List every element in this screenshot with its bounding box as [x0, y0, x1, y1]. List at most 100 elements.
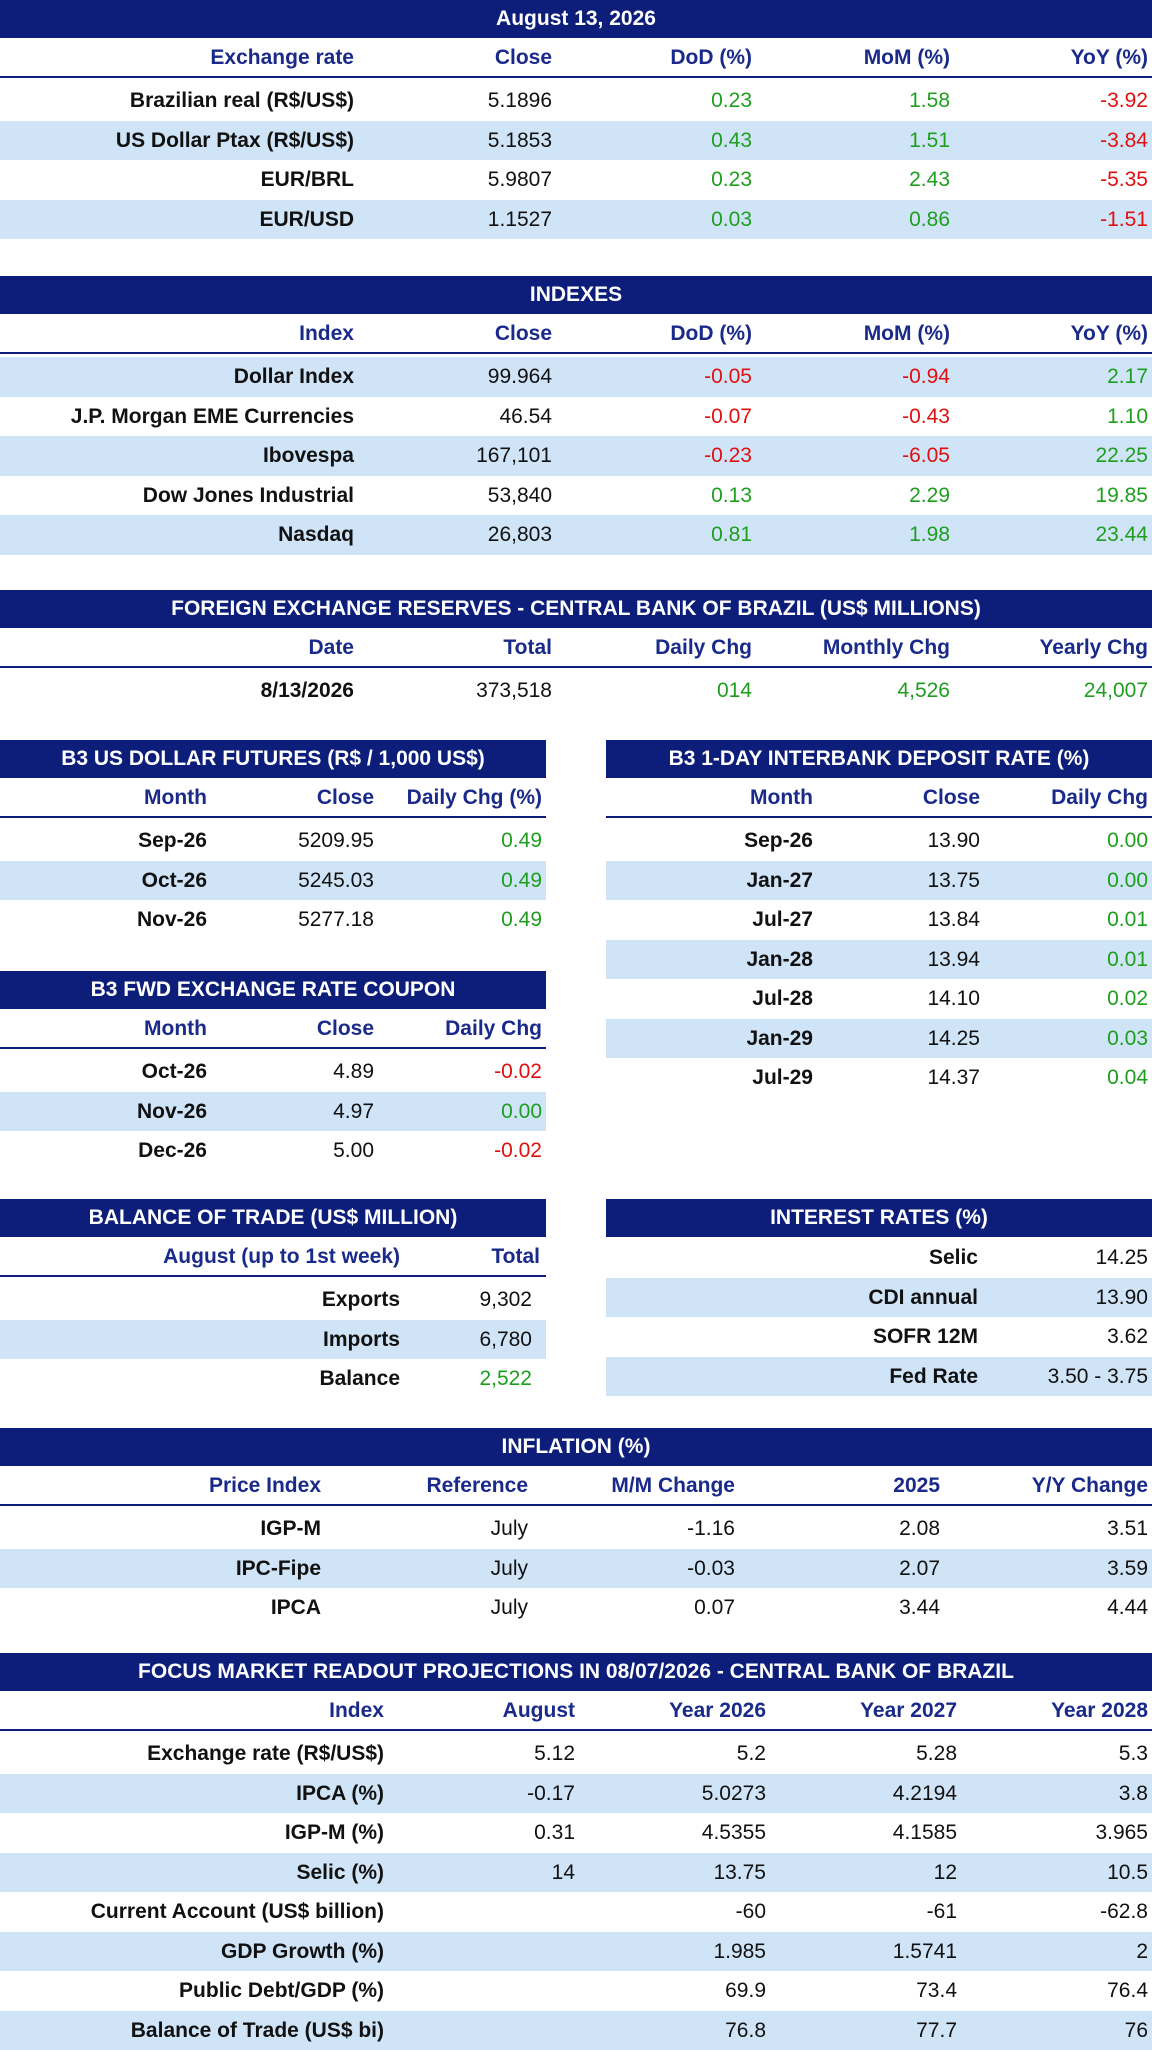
row-value: 4.1585 — [893, 1813, 957, 1853]
row-value: 22.25 — [1095, 436, 1148, 476]
row-label: Nov-26 — [137, 900, 207, 940]
row-label: IGP-M — [260, 1509, 321, 1549]
row-label: Oct-26 — [142, 1052, 207, 1092]
row-label: Dec-26 — [138, 1131, 207, 1171]
row-value: 14 — [552, 1853, 575, 1893]
row-value: 0.49 — [501, 821, 542, 861]
row-label: Brazilian real (R$/US$) — [130, 81, 354, 121]
reserves-section: FOREIGN EXCHANGE RESERVES - CENTRAL BANK… — [0, 590, 1152, 711]
row-value: 0.49 — [501, 900, 542, 940]
row-value: 5.9807 — [488, 160, 552, 200]
reserves-title: FOREIGN EXCHANGE RESERVES - CENTRAL BANK… — [0, 590, 1152, 628]
row-value: -0.23 — [704, 436, 752, 476]
row-value: -3.84 — [1100, 121, 1148, 161]
indexes-columns: Index Close DoD (%) MoM (%) YoY (%) — [0, 314, 1152, 354]
row-value: 26,803 — [488, 515, 552, 555]
row-label: Oct-26 — [142, 861, 207, 901]
row-label: Sep-26 — [744, 821, 813, 861]
row-value: 13.75 — [927, 861, 980, 901]
row-value: 2,522 — [479, 1359, 532, 1399]
trade-columns: August (up to 1st week) Total — [0, 1237, 546, 1277]
col-year-2027: Year 2027 — [860, 1691, 957, 1729]
row-label: Jan-27 — [746, 861, 813, 901]
row-value: 0.86 — [909, 200, 950, 240]
row-value: -3.92 — [1100, 81, 1148, 121]
col-2025: 2025 — [893, 1466, 940, 1504]
col-mom: MoM (%) — [864, 314, 950, 352]
col-daily-chg: Daily Chg — [1051, 778, 1148, 816]
row-value: 1.5741 — [893, 1932, 957, 1972]
row-value: -0.17 — [527, 1774, 575, 1814]
row-value: -62.8 — [1100, 1892, 1148, 1932]
col-total: Total — [491, 1237, 540, 1275]
row-value: 23.44 — [1095, 515, 1148, 555]
col-daily-chg: Daily Chg — [445, 1009, 542, 1047]
row-label: Exchange rate (R$/US$) — [147, 1734, 384, 1774]
col-period: August (up to 1st week) — [163, 1237, 400, 1275]
row-value: -0.02 — [494, 1052, 542, 1092]
row-value: 2.08 — [899, 1509, 940, 1549]
col-close: Close — [317, 778, 374, 816]
row-value: 0.23 — [711, 160, 752, 200]
row-value: 3.59 — [1107, 1549, 1148, 1589]
row-value: 1.10 — [1107, 397, 1148, 437]
row-label: Nov-26 — [137, 1092, 207, 1132]
col-total: Total — [503, 628, 552, 666]
row-value: 0.04 — [1107, 1058, 1148, 1098]
row-value: 13.75 — [713, 1853, 766, 1893]
row-value: 14.25 — [927, 1019, 980, 1059]
row-value: July — [491, 1509, 528, 1549]
col-yoy: YoY (%) — [1071, 38, 1148, 76]
row-value: 76.4 — [1107, 1971, 1148, 2011]
row-value: 1.985 — [713, 1932, 766, 1972]
row-value: 3.62 — [1107, 1317, 1148, 1357]
trade-title: BALANCE OF TRADE (US$ MILLION) — [0, 1199, 546, 1237]
row-label: IPC-Fipe — [236, 1549, 321, 1589]
col-year-2026: Year 2026 — [669, 1691, 766, 1729]
row-value: 2.17 — [1107, 357, 1148, 397]
row-value: 4.97 — [333, 1092, 374, 1132]
row-label: Public Debt/GDP (%) — [179, 1971, 384, 2011]
row-value: 3.44 — [899, 1588, 940, 1628]
col-mom: MoM (%) — [864, 38, 950, 76]
row-value: 5.2 — [737, 1734, 766, 1774]
row-value: 4.5355 — [702, 1813, 766, 1853]
row-label: EUR/USD — [259, 200, 354, 240]
row-value: 4.2194 — [893, 1774, 957, 1814]
row-label: CDI annual — [868, 1278, 978, 1318]
row-value: 5.00 — [333, 1131, 374, 1171]
row-value: 19.85 — [1095, 476, 1148, 516]
row-value: 5.3 — [1119, 1734, 1148, 1774]
row-label: Exports — [322, 1280, 400, 1320]
row-value: July — [491, 1549, 528, 1589]
row-value: 5.1896 — [488, 81, 552, 121]
row-value: -0.94 — [902, 357, 950, 397]
row-value: -0.03 — [687, 1549, 735, 1589]
row-value: 5.12 — [534, 1734, 575, 1774]
row-value: 5245.03 — [298, 861, 374, 901]
row-value: 0.07 — [694, 1588, 735, 1628]
col-index: Index — [299, 314, 354, 352]
row-value: 1.58 — [909, 81, 950, 121]
row-label: Nasdaq — [278, 515, 354, 555]
row-label: IPCA — [271, 1588, 321, 1628]
